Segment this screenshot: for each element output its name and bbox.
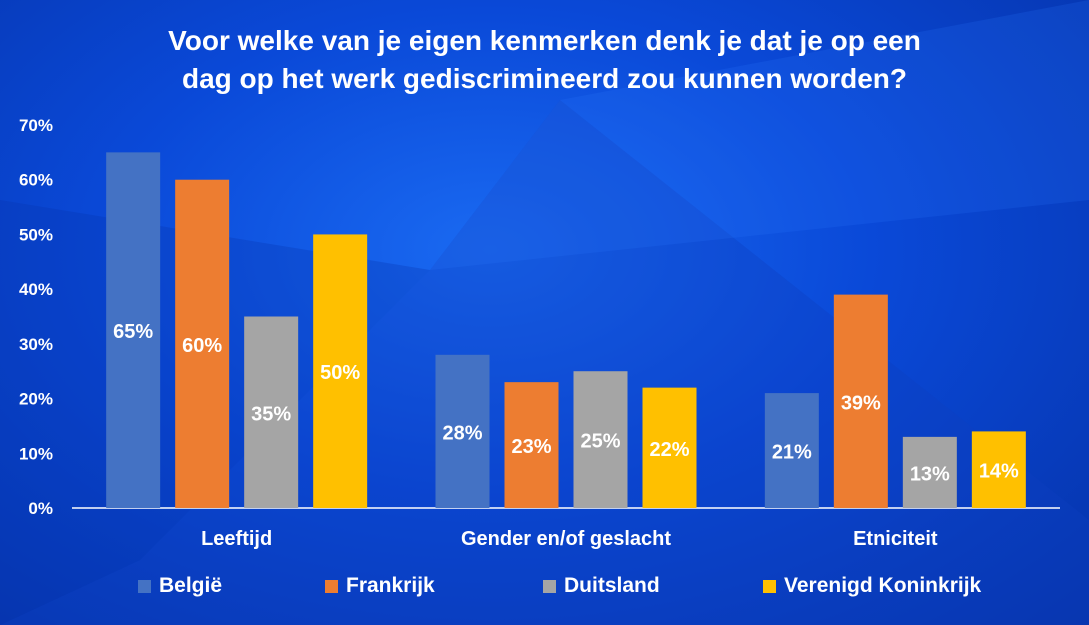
bar-frankrijk-2 [833,294,888,508]
data-label: 35% [251,403,291,425]
legend-item: Frankrijk [325,574,435,598]
bar-verenigd-koninkrijk-2 [971,431,1026,508]
chart-title: Voor welke van je eigen kenmerken denk j… [0,22,1089,98]
data-label: 39% [841,392,881,414]
data-label: 21% [772,442,812,464]
legend-label: Frankrijk [346,574,435,597]
bar-duitsland-0 [244,316,299,508]
legend-swatch [543,579,556,593]
y-tick-label: 10% [19,444,53,463]
bar-belgie-1 [435,354,490,508]
legend-swatch [763,579,776,593]
data-label: 23% [511,436,551,458]
y-tick-label: 50% [19,225,53,244]
data-label: 28% [442,422,482,444]
bar-belgie-2 [764,393,819,508]
bar-duitsland-2 [902,436,957,508]
data-label: 22% [649,439,689,461]
legend-item: Duitsland [543,574,660,598]
data-label: 60% [182,335,222,357]
x-category-label: Gender en/of geslacht [461,528,671,550]
data-label: 13% [910,463,950,485]
legend-item: België [138,574,222,598]
bar-duitsland-1 [573,371,628,508]
legend-swatch [138,579,151,593]
data-label: 25% [580,431,620,453]
legend-swatch [325,579,338,593]
bar-frankrijk-0 [175,179,230,508]
legend-item: Verenigd Koninkrijk [763,574,981,598]
y-tick-label: 70% [19,116,53,135]
y-tick-label: 30% [19,335,53,354]
legend-label: Duitsland [564,574,660,597]
y-tick-label: 0% [28,499,53,518]
legend: België Frankrijk Duitsland Verenigd Koninkr… [0,574,1089,604]
chart-title-line-2: dag op het werk gediscrimineerd zou kunn… [182,63,907,94]
bar-verenigd-koninkrijk-1 [642,387,697,508]
legend-label: Verenigd Koninkrijk [784,574,982,597]
bar-belgie-0 [106,152,161,508]
bar-frankrijk-1 [504,382,559,508]
data-label: 50% [320,362,360,384]
x-category-label: Etniciteit [853,528,938,550]
y-tick-label: 60% [19,171,53,190]
data-label: 14% [979,461,1019,483]
legend-label: België [159,574,223,597]
y-tick-label: 40% [19,280,53,299]
y-tick-label: 20% [19,390,53,409]
x-category-label: Leeftijd [201,528,272,550]
bar-verenigd-koninkrijk-0 [313,234,368,508]
chart-title-line-1: Voor welke van je eigen kenmerken denk j… [168,25,921,56]
data-label: 65% [113,321,153,343]
